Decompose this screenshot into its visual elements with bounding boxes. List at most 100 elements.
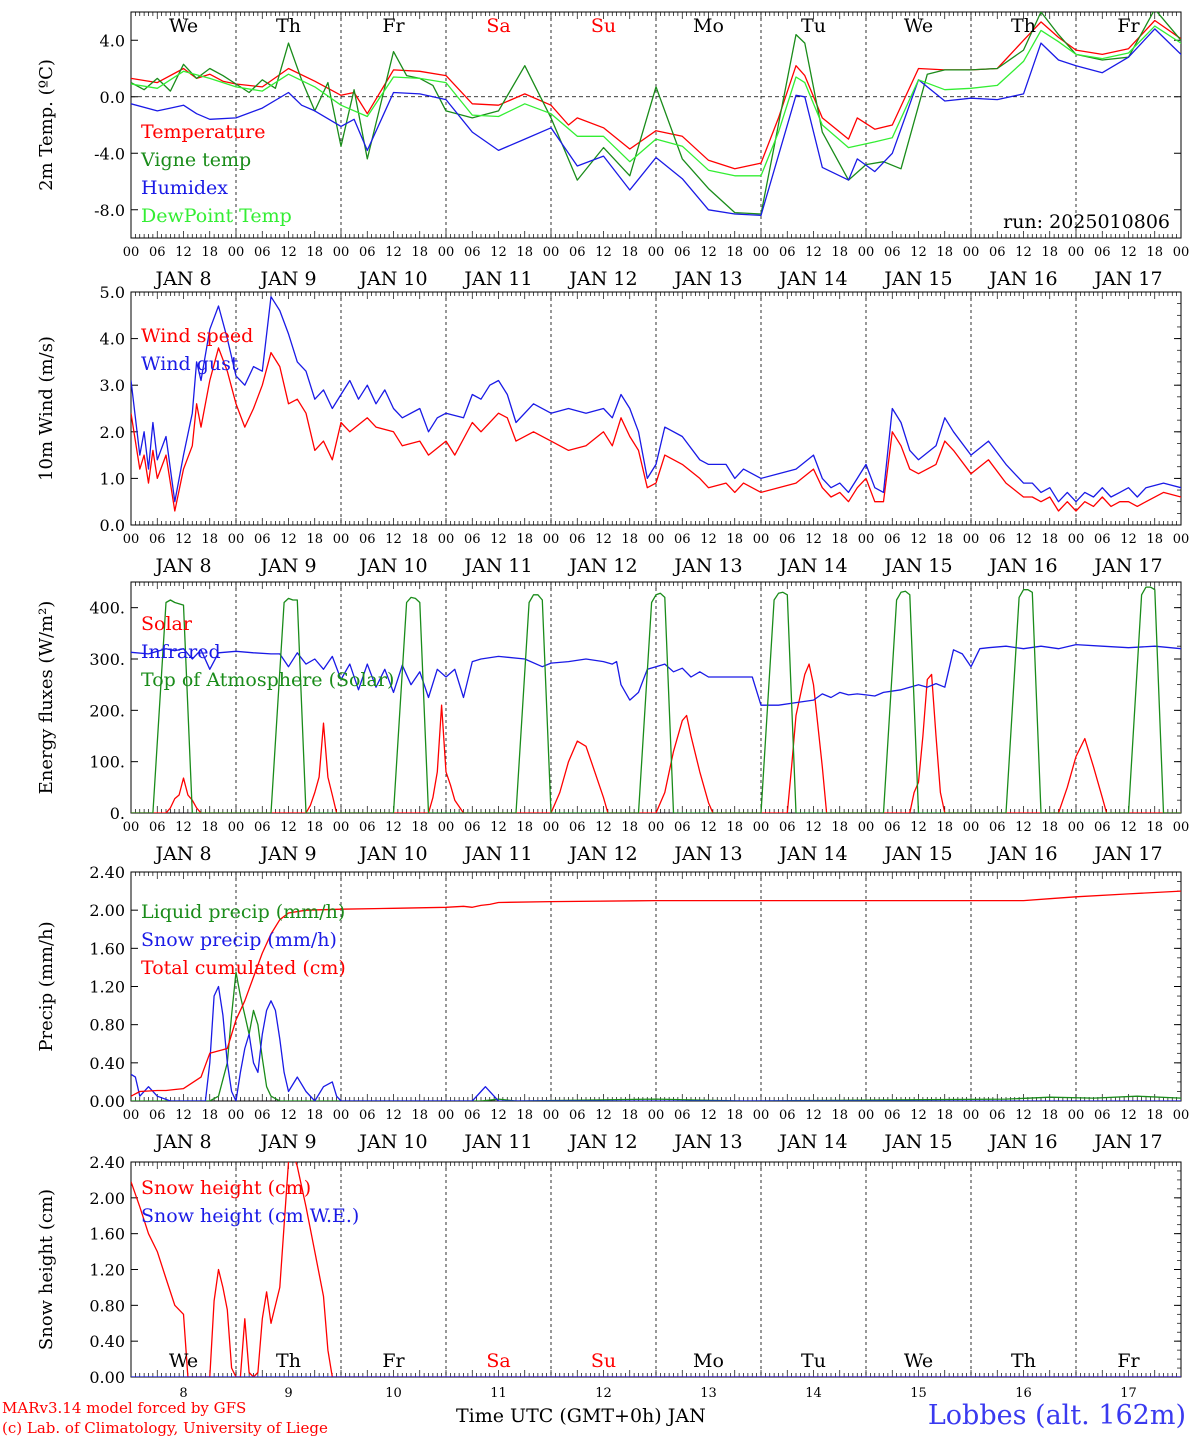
date-label: JAN 12 — [567, 1131, 637, 1153]
date-label: JAN 11 — [462, 1131, 532, 1153]
legend-entry: Wind speed — [141, 325, 253, 347]
hour-tick-label: 18 — [621, 1108, 638, 1123]
hour-tick-label: 00 — [438, 245, 455, 260]
date-label: JAN 17 — [1092, 555, 1162, 577]
date-label: JAN 11 — [462, 843, 532, 865]
hour-tick-label: 18 — [1146, 532, 1163, 547]
y-axis-title: 10m Wind (m/s) — [36, 336, 57, 481]
series-group — [131, 12, 1181, 217]
weekday-label: Su — [591, 1350, 616, 1372]
hour-tick-label: 00 — [963, 1108, 980, 1123]
y-tick-label: 0.40 — [89, 1332, 125, 1351]
hour-tick-label: 18 — [1041, 532, 1058, 547]
hour-tick-label: 06 — [149, 1108, 166, 1123]
hour-tick-label: 00 — [333, 245, 350, 260]
hour-tick-label: 00 — [1068, 1108, 1085, 1123]
hour-tick-label: 12 — [175, 532, 192, 547]
hour-tick-label: 18 — [831, 245, 848, 260]
hour-tick-label: 06 — [359, 1108, 376, 1123]
hour-tick-label: 12 — [910, 820, 927, 835]
hour-tick-label: 18 — [516, 245, 533, 260]
date-label: JAN 12 — [567, 555, 637, 577]
weekday-label: Th — [1011, 15, 1036, 37]
hour-tick-label: 18 — [1146, 1108, 1163, 1123]
date-label: JAN 12 — [567, 268, 637, 290]
date-label: JAN 8 — [153, 843, 211, 865]
hour-tick-label: 12 — [910, 532, 927, 547]
hour-tick-label: 06 — [779, 820, 796, 835]
hour-tick-label: 18 — [936, 532, 953, 547]
date-label: JAN 9 — [258, 843, 316, 865]
day-number-label: 17 — [1120, 1386, 1137, 1401]
hour-tick-label: 00 — [438, 1108, 455, 1123]
hour-tick-label: 18 — [306, 532, 323, 547]
series-group — [131, 1162, 1181, 1377]
hour-tick-label: 06 — [674, 820, 691, 835]
y-axis-title: 2m Temp. (ºC) — [36, 59, 57, 191]
weekday-label: We — [169, 1350, 198, 1372]
hour-tick-label: 06 — [884, 532, 901, 547]
hour-tick-label: 12 — [595, 532, 612, 547]
date-label: JAN 14 — [777, 268, 847, 290]
date-label: JAN 10 — [357, 268, 427, 290]
y-tick-label: 0.0 — [100, 516, 125, 535]
hour-tick-label: 18 — [621, 532, 638, 547]
model-credit-text: MARv3.14 model forced by GFS — [2, 1399, 247, 1417]
hour-tick-label: 00 — [438, 820, 455, 835]
series-line — [131, 643, 1181, 706]
date-label: JAN 14 — [777, 555, 847, 577]
hour-tick-label: 06 — [884, 820, 901, 835]
y-tick-label: 100. — [89, 753, 125, 772]
chart-panel-1: 4.0 0.0 -4.0 -8.0 2m Temp. (ºC) Temperature Vi… — [36, 11, 1190, 290]
hour-tick-label: 00 — [123, 820, 140, 835]
hour-tick-label: 00 — [1068, 245, 1085, 260]
date-label: JAN 11 — [462, 555, 532, 577]
weekday-label: Fr — [382, 15, 405, 37]
hour-tick-label: 00 — [753, 245, 770, 260]
hour-tick-label: 06 — [674, 532, 691, 547]
date-label: JAN 13 — [672, 843, 742, 865]
hour-tick-label: 12 — [385, 1108, 402, 1123]
hour-tick-label: 06 — [254, 820, 271, 835]
hour-tick-label: 12 — [595, 245, 612, 260]
lab-credit-text: (c) Lab. of Climatology, University of L… — [2, 1419, 328, 1437]
hour-tick-label: 00 — [963, 245, 980, 260]
series-group — [131, 890, 1181, 1101]
date-label: JAN 8 — [153, 268, 211, 290]
weekday-label: Su — [591, 15, 616, 37]
weekday-label: Tu — [801, 15, 826, 37]
date-label: JAN 14 — [777, 1131, 847, 1153]
date-label: JAN 9 — [258, 1131, 316, 1153]
y-tick-label: 1.60 — [89, 1225, 125, 1244]
date-label: JAN 17 — [1092, 1131, 1162, 1153]
date-label: JAN 16 — [987, 843, 1057, 865]
hour-tick-label: 12 — [1120, 532, 1137, 547]
series-group — [131, 586, 1181, 813]
date-label: JAN 15 — [882, 1131, 952, 1153]
chart-panel-5: 0.00 0.40 0.80 1.20 1.60 2.00 2.40 Snow height … — [36, 1153, 1182, 1401]
date-label: JAN 16 — [987, 268, 1057, 290]
weekday-label: Th — [276, 1350, 301, 1372]
hour-tick-label: 00 — [123, 245, 140, 260]
date-label: JAN 8 — [153, 555, 211, 577]
legend-entry: Vigne temp — [140, 149, 251, 171]
day-number-label: 14 — [805, 1386, 822, 1401]
hour-tick-label: 18 — [726, 820, 743, 835]
date-label: JAN 10 — [357, 1131, 427, 1153]
hour-tick-label: 00 — [1173, 245, 1190, 260]
hour-tick-label: 12 — [490, 245, 507, 260]
hour-tick-label: 00 — [333, 820, 350, 835]
hour-tick-label: 12 — [175, 245, 192, 260]
weekday-label: Fr — [1117, 1350, 1140, 1372]
hour-tick-label: 12 — [1120, 245, 1137, 260]
series-line — [131, 28, 1181, 217]
hour-tick-label: 00 — [963, 820, 980, 835]
hour-tick-label: 18 — [726, 245, 743, 260]
hour-tick-label: 12 — [280, 532, 297, 547]
hour-tick-label: 06 — [149, 532, 166, 547]
series-line — [131, 890, 1181, 1097]
y-tick-label: 0. — [110, 804, 125, 823]
date-label: JAN 16 — [987, 1131, 1057, 1153]
date-label: JAN 8 — [153, 1131, 211, 1153]
hour-tick-label: 06 — [254, 245, 271, 260]
